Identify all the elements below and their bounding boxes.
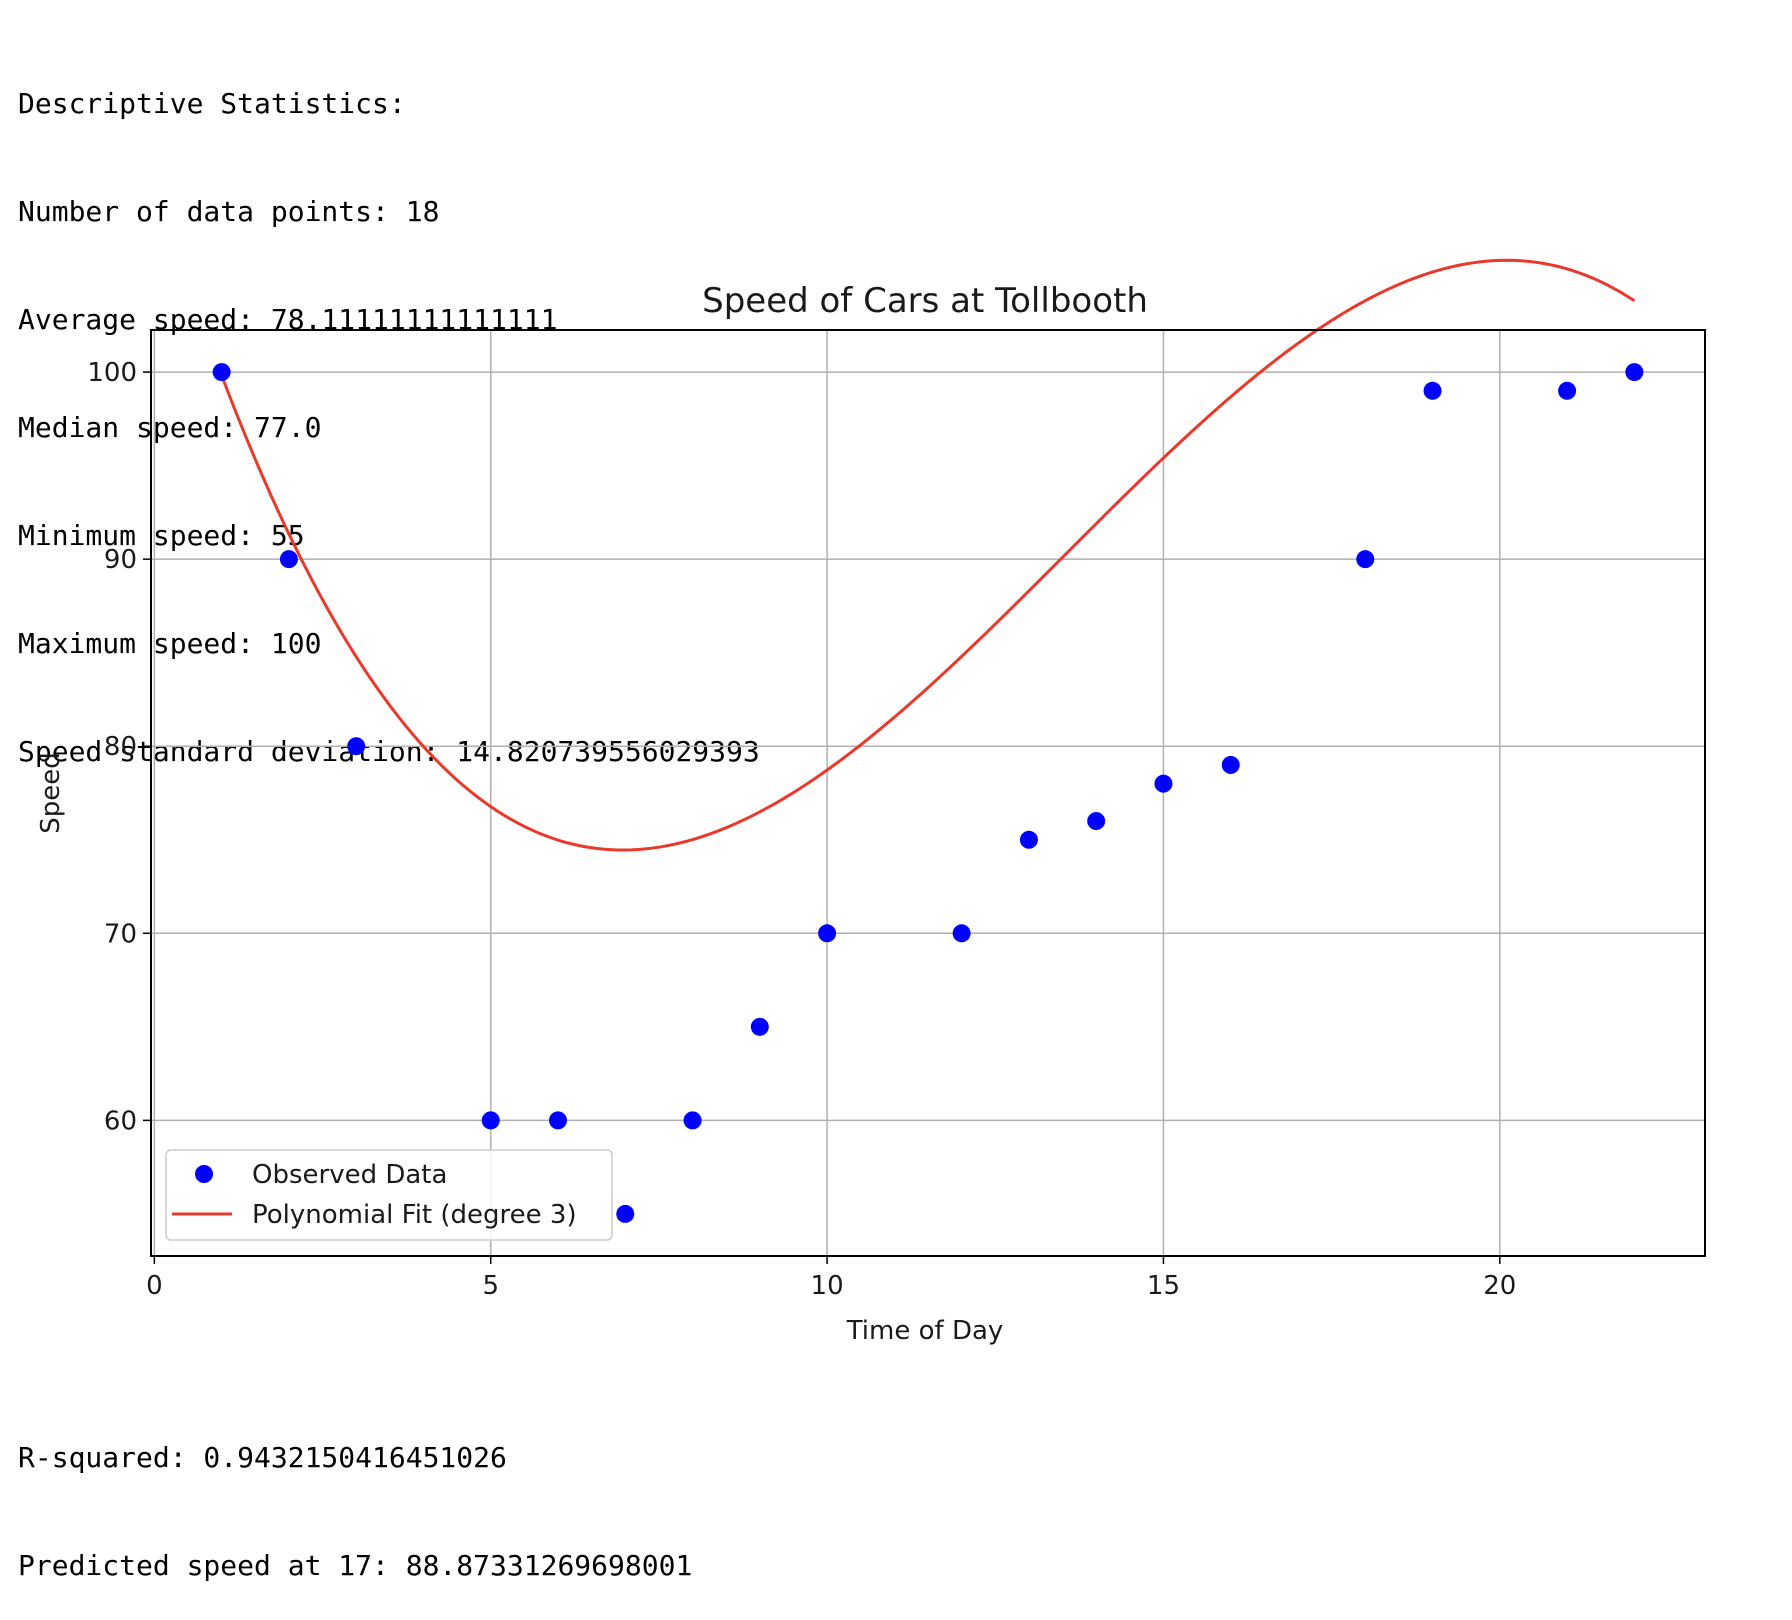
y-tick-label: 90: [104, 545, 137, 575]
y-tick-label: 100: [87, 358, 137, 388]
data-point: [1356, 550, 1375, 569]
data-point: [1019, 830, 1038, 849]
data-point: [481, 1111, 500, 1130]
data-point: [279, 550, 298, 569]
data-point: [683, 1111, 702, 1130]
y-tick-label: 80: [104, 732, 137, 762]
data-point: [1625, 363, 1644, 382]
x-tick-label: 0: [146, 1271, 163, 1301]
data-point: [549, 1111, 567, 1130]
stat-count: Number of data points: 18: [18, 195, 440, 228]
legend: Observed Data Polynomial Fit (degree 3): [165, 1149, 613, 1241]
x-tick-label: 5: [482, 1271, 499, 1301]
x-axis-label: Time of Day: [846, 1316, 1004, 1346]
stats-heading: Descriptive Statistics:: [18, 87, 406, 120]
data-point: [1221, 755, 1240, 774]
data-point: [952, 924, 971, 943]
data-point: [818, 924, 837, 943]
plot-frame: [150, 329, 1706, 1257]
y-axis: 60 70 80 90 100: [87, 358, 151, 1136]
data-point: [1558, 381, 1577, 400]
stat-median: Median speed: 77.0: [18, 411, 322, 444]
stat-maximum: Maximum speed: 100: [18, 627, 322, 660]
data-point: [1423, 381, 1442, 400]
results-output: R-squared: 0.9432150416451026 Predicted …: [18, 1368, 692, 1620]
data-point: [750, 1017, 769, 1036]
prediction-line: Predicted speed at 17: 88.87331269698001: [18, 1549, 693, 1582]
x-tick-label: 10: [811, 1271, 844, 1301]
data-point: [616, 1204, 635, 1223]
y-tick-label: 60: [104, 1106, 137, 1136]
chart-title: Speed of Cars at Tollbooth: [702, 281, 1148, 321]
data-point: [1154, 774, 1173, 793]
y-axis-label: Speed: [36, 752, 66, 834]
data-point: [1087, 812, 1106, 831]
stat-minimum: Minimum speed: 55: [18, 519, 305, 552]
legend-box: [165, 1149, 613, 1241]
fit-line-layer: [220, 258, 1636, 852]
x-tick-label: 20: [1483, 1271, 1516, 1301]
legend-label-observed: Observed Data: [252, 1160, 447, 1190]
x-tick-label: 15: [1147, 1271, 1180, 1301]
data-point: [347, 737, 366, 756]
points-layer: [212, 363, 1644, 1223]
y-tick-label: 70: [104, 919, 137, 949]
grid: [151, 330, 1705, 1256]
legend-scatter-icon: [195, 1165, 213, 1183]
r-squared-line: R-squared: 0.9432150416451026: [18, 1441, 507, 1474]
data-point: [212, 363, 231, 382]
x-axis: 0 5 10 15 20: [146, 1256, 1516, 1301]
fit-line: [220, 258, 1636, 852]
chart: Speed of Cars at Tollbooth 0 5 10 15 20 60 70…: [36, 258, 1706, 1346]
legend-label-fit: Polynomial Fit (degree 3): [252, 1200, 577, 1230]
